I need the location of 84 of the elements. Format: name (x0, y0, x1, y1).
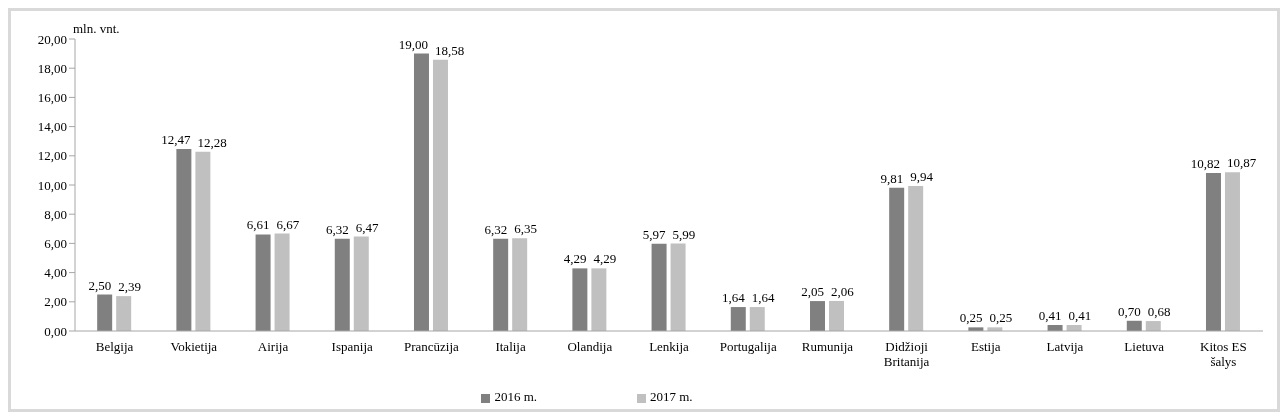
data-label: 2,06 (830, 283, 855, 299)
x-tick-label: Ispanija (331, 339, 373, 354)
data-label: 0,25 (959, 310, 983, 326)
x-tick-label: Belgija (95, 339, 134, 354)
x-tick-label: Latvija (1046, 339, 1084, 354)
y-tick-label: 6,00 (44, 236, 67, 252)
y-tick-label: 18,00 (37, 60, 67, 76)
bar (651, 243, 667, 331)
bar (828, 300, 844, 331)
bar (176, 148, 192, 331)
data-label: 4,29 (563, 251, 587, 267)
bar (116, 296, 132, 331)
bar (413, 53, 429, 331)
x-tick-label: Didžioji Britanija (883, 339, 930, 369)
data-label: 4,29 (593, 251, 617, 267)
bar (1145, 321, 1161, 331)
data-label: 1,64 (722, 290, 746, 306)
x-tick-label: Olandija (567, 339, 613, 354)
bar (255, 234, 271, 331)
x-tick-label: Airija (257, 339, 289, 354)
data-label: 9,81 (880, 170, 904, 186)
bar (97, 294, 113, 331)
x-tick-label: Prancūzija (403, 339, 460, 354)
bar (591, 268, 607, 331)
bar (572, 268, 588, 331)
bar (274, 233, 290, 331)
data-label: 9,94 (910, 168, 934, 184)
data-label: 2,39 (118, 279, 141, 295)
data-label: 0,25 (989, 310, 1013, 326)
data-label: 2,05 (801, 284, 824, 300)
legend-label: 2017 m. (650, 389, 693, 404)
x-tick-label: Kitos ES šalys (1200, 339, 1247, 369)
bar (432, 59, 448, 331)
y-axis-title: mln. vnt. (73, 21, 120, 37)
bar (195, 151, 211, 331)
bar (334, 238, 350, 331)
data-label: 6,32 (484, 221, 508, 237)
data-label: 6,35 (514, 221, 537, 237)
data-label: 12,47 (161, 131, 191, 147)
x-tick-label: Lietuva (1124, 339, 1165, 354)
data-label: 6,67 (276, 216, 300, 232)
y-tick-label: 10,00 (37, 177, 67, 193)
x-tick-label: Rumunija (801, 339, 854, 354)
y-tick-label: 2,00 (44, 294, 67, 310)
bar (908, 185, 924, 331)
data-label: 12,28 (197, 134, 227, 150)
data-label: 10,87 (1226, 155, 1257, 171)
data-label: 19,00 (398, 36, 428, 52)
data-label: 0,41 (1068, 308, 1092, 324)
x-tick-label: Estija (971, 339, 1001, 354)
data-label: 0,41 (1038, 308, 1062, 324)
data-label: 0,70 (1118, 303, 1141, 319)
data-label: 6,47 (355, 219, 380, 235)
bar (493, 238, 509, 331)
bar (809, 301, 825, 331)
y-tick-label: 8,00 (44, 206, 67, 222)
y-tick-label: 12,00 (37, 148, 67, 164)
y-tick-label: 20,00 (37, 31, 67, 47)
bar (749, 307, 765, 331)
data-label: 0,68 (1147, 304, 1171, 320)
bar (889, 187, 905, 331)
data-label: 1,64 (751, 290, 776, 306)
data-label: 6,32 (326, 221, 349, 237)
x-tick-label: Vokietija (170, 339, 218, 354)
y-tick-label: 14,00 (37, 119, 67, 135)
bar (512, 238, 528, 331)
x-tick-label: Portugalija (719, 339, 777, 354)
bar (1224, 172, 1240, 331)
bar (670, 243, 686, 331)
x-tick-label: Italija (495, 339, 526, 354)
y-tick-label: 4,00 (44, 265, 67, 281)
data-label: 5,99 (672, 226, 696, 242)
data-label: 18,58 (434, 42, 465, 58)
data-label: 6,61 (246, 217, 270, 233)
x-tick-label: Lenkija (649, 339, 690, 354)
data-label: 10,82 (1190, 156, 1220, 172)
data-label: 5,97 (642, 226, 667, 242)
bar (730, 307, 746, 331)
bar (1205, 173, 1221, 331)
legend-label: 2016 m. (494, 389, 537, 404)
data-label: 2,50 (88, 277, 112, 293)
y-tick-label: 0,00 (44, 323, 67, 339)
bar (353, 236, 369, 331)
y-tick-label: 16,00 (37, 90, 67, 106)
